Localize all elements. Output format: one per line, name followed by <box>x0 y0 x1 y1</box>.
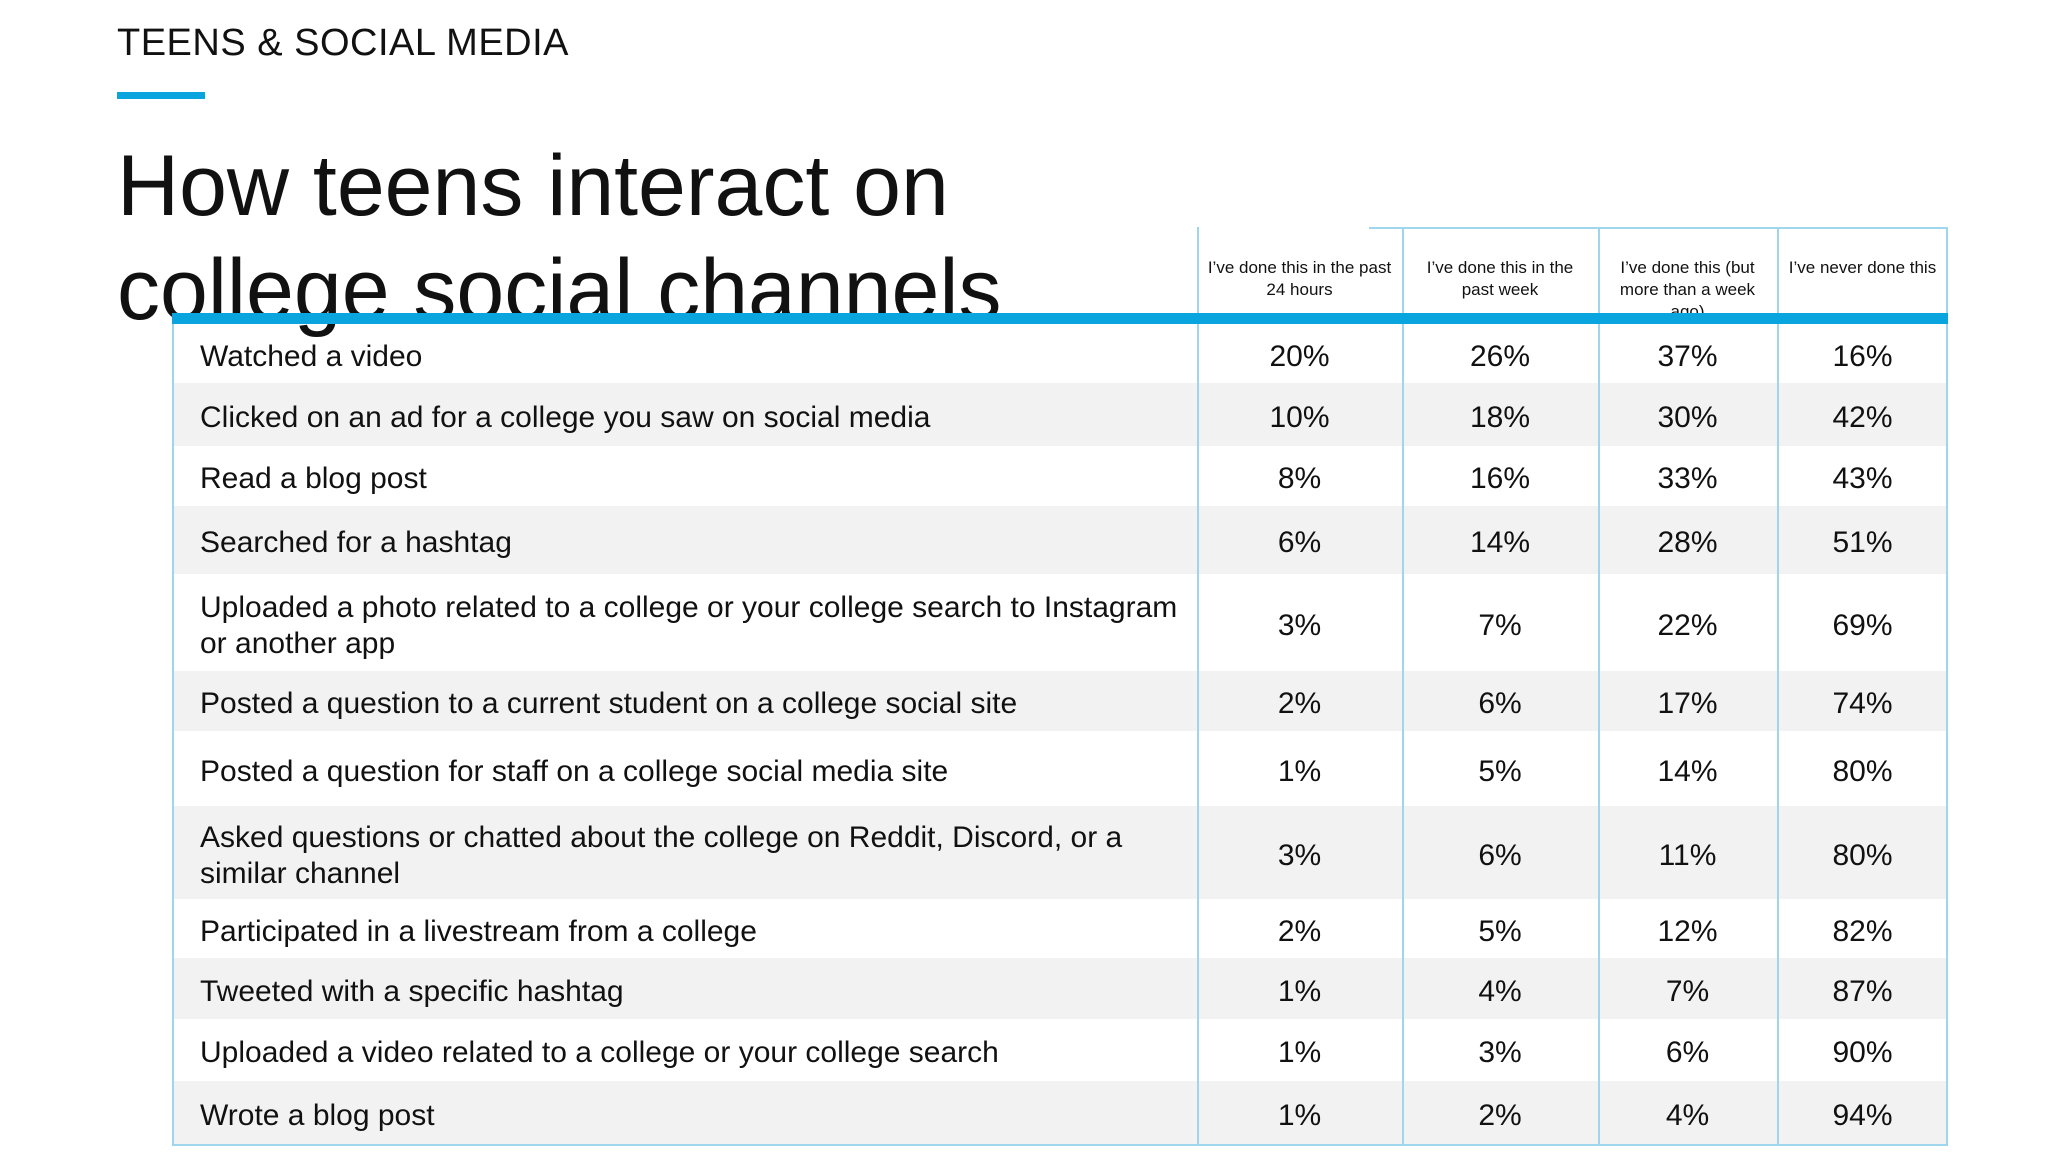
table-row: Searched for a hashtag 6% 14% 28% 51% <box>172 506 1948 574</box>
value-cell: 1% <box>1277 1036 1322 1069</box>
value-cell: 8% <box>1277 462 1322 495</box>
value-cell: 94% <box>1832 1099 1893 1132</box>
value-cell: 20% <box>1269 340 1330 373</box>
value-cell: 2% <box>1478 1099 1522 1132</box>
value-cell: 4% <box>1478 975 1522 1008</box>
table-row: Participated in a livestream from a coll… <box>172 899 1948 958</box>
value-cell: 2% <box>1277 915 1322 948</box>
column-header: I’ve done this in the past week <box>1402 229 1598 315</box>
value-cell: 7% <box>1478 609 1522 642</box>
row-label: Asked questions or chatted about the col… <box>200 821 1123 890</box>
value-cell: 30% <box>1657 401 1718 434</box>
table-row: Uploaded a video related to a college or… <box>172 1019 1948 1081</box>
row-label: Uploaded a video related to a college or… <box>200 1036 999 1069</box>
table-row: Asked questions or chatted about the col… <box>172 806 1948 899</box>
column-header-label: I’ve done this in the past week <box>1426 258 1574 299</box>
value-cell: 3% <box>1478 1036 1522 1069</box>
value-cell: 80% <box>1832 755 1893 788</box>
value-cell: 5% <box>1478 755 1522 788</box>
value-cell: 42% <box>1832 401 1893 434</box>
value-cell: 80% <box>1832 839 1893 872</box>
table-row: Posted a question for staff on a college… <box>172 731 1948 806</box>
row-label: Posted a question for staff on a college… <box>200 755 949 788</box>
value-cell: 69% <box>1832 609 1893 642</box>
column-header-label: I’ve done this in the past 24 hours <box>1207 258 1392 299</box>
column-header: I’ve done this (but more than a week ago… <box>1598 229 1777 315</box>
survey-table: Watched a video 20% 26% 37% 16% Clicked on an… <box>172 227 1948 1146</box>
column-divider <box>172 324 174 1146</box>
column-divider <box>1777 227 1779 1146</box>
table-row: Uploaded a photo related to a college or… <box>172 574 1948 671</box>
value-cell: 11% <box>1658 839 1717 872</box>
value-cell: 6% <box>1478 839 1522 872</box>
value-cell: 17% <box>1657 687 1718 720</box>
value-cell: 3% <box>1277 839 1322 872</box>
value-cell: 37% <box>1657 340 1718 373</box>
table-row: Read a blog post 8% 16% 33% 43% <box>172 446 1948 506</box>
row-label: Posted a question to a current student o… <box>200 687 1018 720</box>
value-cell: 6% <box>1277 526 1322 559</box>
value-cell: 6% <box>1478 687 1522 720</box>
value-cell: 90% <box>1832 1036 1893 1069</box>
row-label: Tweeted with a specific hashtag <box>200 975 624 1008</box>
header-top-border <box>1369 227 1948 229</box>
value-cell: 16% <box>1469 462 1531 495</box>
row-label: Wrote a blog post <box>200 1099 435 1132</box>
value-cell: 10% <box>1269 401 1330 434</box>
column-divider <box>1946 227 1948 1146</box>
table-row: Tweeted with a specific hashtag 1% 4% 7% 87% <box>172 958 1948 1019</box>
value-cell: 26% <box>1469 340 1531 373</box>
row-label: Searched for a hashtag <box>200 526 512 559</box>
value-cell: 18% <box>1469 401 1531 434</box>
value-cell: 16% <box>1832 340 1893 373</box>
page-title: How teens interact on college social cha… <box>117 138 1002 338</box>
value-cell: 51% <box>1832 526 1893 559</box>
table-row: Clicked on an ad for a college you saw o… <box>172 383 1948 446</box>
table-row: Watched a video 20% 26% 37% 16% <box>172 324 1948 383</box>
column-divider <box>1197 227 1199 1146</box>
value-cell: 7% <box>1665 975 1710 1008</box>
value-cell: 33% <box>1657 462 1718 495</box>
row-label: Uploaded a photo related to a college or… <box>200 591 1178 660</box>
value-cell: 14% <box>1657 755 1718 788</box>
accent-rule <box>117 92 205 99</box>
header-divider-bar <box>172 313 1948 324</box>
value-cell: 6% <box>1665 1036 1710 1069</box>
row-label: Clicked on an ad for a college you saw o… <box>200 401 931 434</box>
value-cell: 43% <box>1832 462 1893 495</box>
column-header-label: I’ve done this (but more than a week ago… <box>1619 258 1756 315</box>
row-label: Participated in a livestream from a coll… <box>200 915 757 948</box>
column-header-label: I’ve never done this <box>1788 258 1937 277</box>
column-header: I’ve done this in the past 24 hours <box>1197 229 1402 315</box>
section-eyebrow: TEENS & SOCIAL MEDIA <box>117 22 570 64</box>
value-cell: 2% <box>1277 687 1322 720</box>
table-row: Wrote a blog post 1% 2% 4% 94% <box>172 1081 1948 1144</box>
value-cell: 87% <box>1832 975 1893 1008</box>
row-label: Watched a video <box>200 340 423 373</box>
value-cell: 14% <box>1469 526 1531 559</box>
table-bottom-border <box>172 1144 1948 1146</box>
value-cell: 74% <box>1832 687 1893 720</box>
value-cell: 12% <box>1657 915 1718 948</box>
value-cell: 1% <box>1277 1099 1322 1132</box>
table-row: Posted a question to a current student o… <box>172 671 1948 731</box>
column-header: I’ve never done this <box>1777 229 1948 315</box>
column-divider <box>1402 227 1404 1146</box>
value-cell: 1% <box>1277 975 1322 1008</box>
value-cell: 5% <box>1478 915 1522 948</box>
value-cell: 82% <box>1832 915 1893 948</box>
value-cell: 4% <box>1665 1099 1710 1132</box>
value-cell: 28% <box>1657 526 1718 559</box>
value-cell: 1% <box>1277 755 1322 788</box>
column-divider <box>1598 227 1600 1146</box>
value-cell: 22% <box>1657 609 1718 642</box>
value-cell: 3% <box>1277 609 1322 642</box>
row-label: Read a blog post <box>200 462 427 495</box>
